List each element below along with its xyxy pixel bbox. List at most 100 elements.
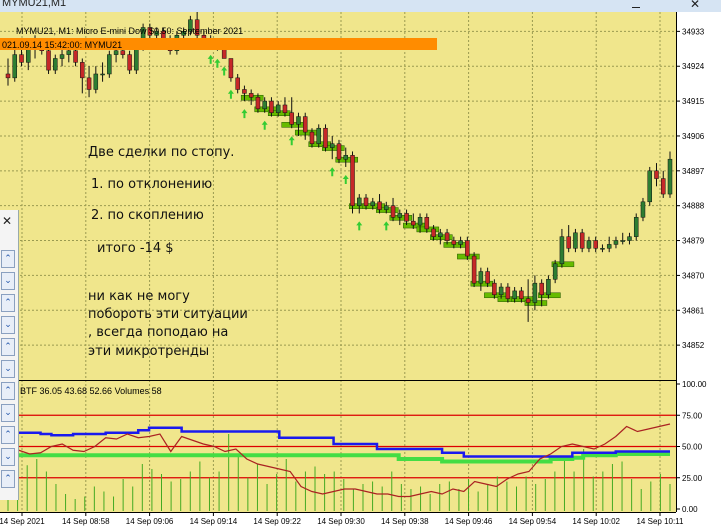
candle-body — [59, 54, 65, 59]
scroll-down-icon[interactable]: ⌄ — [1, 404, 15, 422]
scroll-up-icon[interactable]: ⌃ — [1, 382, 15, 400]
price-tick-label: 34906 — [682, 132, 705, 141]
candle-body — [343, 155, 349, 160]
indicator-tick-label: 0.00 — [682, 505, 698, 514]
candle-body — [627, 236, 632, 241]
price-tick-label: 34852 — [682, 341, 705, 350]
indicator-line-dark_red — [7, 423, 671, 498]
candle-body — [370, 201, 376, 206]
scroll-down-icon[interactable]: ⌄ — [1, 360, 15, 378]
up-arrow-icon — [261, 120, 268, 130]
time-tick-label: 14 Sep 09:22 — [253, 517, 301, 526]
candle-body — [633, 217, 639, 237]
candle-body — [154, 31, 159, 36]
signal-arrows — [207, 54, 390, 231]
price-tick-label: 34915 — [682, 97, 705, 106]
candle-body — [525, 298, 531, 303]
candle-body — [350, 155, 355, 206]
candle-body — [384, 205, 389, 210]
candle-body — [620, 240, 625, 242]
cluster-boxes — [240, 94, 575, 306]
scroll-up-icon[interactable]: ⌃ — [1, 338, 15, 356]
candle-body — [53, 58, 58, 71]
candle-body — [579, 232, 585, 249]
candle-body — [377, 201, 382, 210]
candle-body — [181, 31, 186, 36]
time-tick-label: 14 Sep 09:30 — [317, 517, 365, 526]
candle-body — [559, 236, 565, 265]
candle-body — [458, 240, 463, 245]
chart-header: MYMU21, M1: Micro E-mini Dow $0.50: Sept… — [16, 26, 243, 36]
grid — [0, 12, 676, 512]
candle-body — [329, 143, 335, 148]
candle-body — [289, 112, 294, 125]
annotation-line: , всегда поподаю на — [88, 325, 229, 340]
indicator-axis: 100.00 75.00 50.00 25.00 0.00 — [676, 380, 707, 514]
indicator-line-blue — [8, 426, 670, 458]
minimize-icon[interactable] — [630, 0, 642, 10]
window-title: MYMU21,M1 — [2, 0, 67, 9]
up-arrow-icon — [241, 109, 248, 119]
candle-body — [478, 271, 484, 284]
time-tick-label: 14 Sep 09:06 — [126, 517, 174, 526]
candle-body — [566, 236, 571, 249]
candle-body — [309, 131, 315, 144]
indicator-tick-label: 75.00 — [682, 411, 703, 420]
candle-body — [194, 19, 200, 36]
annotation-line: побороть эти ситуации — [88, 307, 248, 322]
candle-body — [93, 73, 99, 90]
price-tick-label: 34897 — [682, 167, 705, 176]
scroll-down-icon[interactable]: ⌄ — [1, 448, 15, 466]
candle-body — [593, 240, 598, 249]
scroll-down-icon[interactable]: ⌄ — [1, 272, 15, 290]
candle-body — [532, 282, 538, 303]
side-panel: ✕ ⌃ ⌄ ⌃ ⌄ ⌃ ⌄ ⌃ ⌄ ⌃ ⌄ ⌃ — [0, 210, 19, 500]
candle-body — [134, 46, 139, 71]
order-bar[interactable] — [0, 38, 437, 50]
price-tick-label: 34879 — [682, 237, 705, 246]
scroll-up-icon[interactable]: ⌃ — [1, 426, 15, 444]
candle-body — [411, 220, 416, 226]
up-arrow-icon — [288, 136, 295, 146]
candle-body — [519, 290, 524, 299]
candle-body — [235, 77, 240, 90]
candle-body — [586, 240, 592, 249]
candle-body — [667, 158, 673, 195]
annotation-line: 2. по скоплению — [91, 208, 204, 223]
annotation-line: Две сделки по стопу. — [88, 145, 235, 160]
candle-body — [660, 178, 666, 195]
candle-body — [546, 279, 551, 296]
scroll-up-icon[interactable]: ⌃ — [1, 470, 15, 488]
up-arrow-icon — [207, 54, 214, 64]
up-arrow-icon — [329, 167, 336, 177]
up-arrow-icon — [214, 58, 221, 68]
candle-body — [357, 197, 362, 206]
annotation-line: 1. по отклонению — [91, 177, 213, 192]
close-icon[interactable]: ✕ — [690, 0, 701, 11]
candle-body — [86, 77, 92, 90]
time-tick-label: 14 Sep 09:38 — [381, 517, 429, 526]
scroll-up-icon[interactable]: ⌃ — [1, 294, 15, 312]
candle-body — [552, 263, 558, 280]
up-arrow-icon — [356, 221, 363, 231]
time-tick-label: 14 Sep 2021 — [0, 517, 45, 526]
close-icon[interactable]: ✕ — [2, 214, 13, 228]
candle-body — [654, 170, 659, 179]
candle-body — [120, 50, 126, 55]
candle-body — [275, 104, 281, 113]
price-axis-panel — [676, 12, 721, 512]
price-axis: 34933 34924 34915 34906 34897 34888 34879 34870… — [676, 27, 705, 350]
scroll-up-icon[interactable]: ⌃ — [1, 250, 15, 268]
candle-body — [606, 244, 612, 249]
window-title-bar[interactable]: MYMU21,M1 ✕ — [0, 0, 721, 12]
candle-body — [107, 54, 112, 75]
candle-body — [613, 240, 619, 245]
price-tick-label: 34933 — [682, 27, 705, 36]
scroll-down-icon[interactable]: ⌄ — [1, 316, 15, 334]
candle-body — [404, 213, 409, 222]
up-arrow-icon — [342, 174, 349, 184]
price-tick-label: 34924 — [682, 62, 705, 71]
candle-body — [539, 282, 544, 296]
